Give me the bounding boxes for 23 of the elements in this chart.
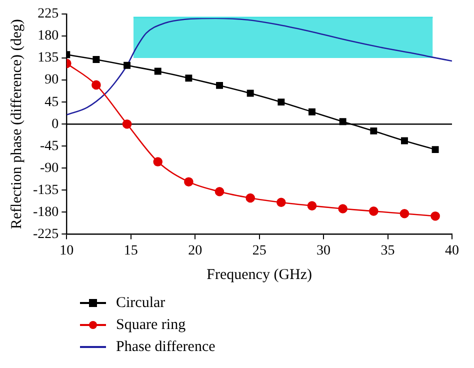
x-tick-label: 10 xyxy=(60,243,74,258)
y-tick-label: 45 xyxy=(44,94,59,110)
x-tick-label: 30 xyxy=(316,243,331,258)
legend-label: Phase difference xyxy=(116,338,216,356)
x-tick-label: 20 xyxy=(188,243,202,258)
x-tick-label: 40 xyxy=(445,243,459,258)
y-tick-label: 135 xyxy=(38,50,59,66)
x-axis-title: Frequency (GHz) xyxy=(206,266,312,283)
y-tick-label: 0 xyxy=(52,116,59,132)
y-tick-label: -225 xyxy=(32,226,59,242)
x-tick-label: 15 xyxy=(124,243,138,258)
y-tick-label: 180 xyxy=(38,28,59,44)
legend-label: Circular xyxy=(116,294,166,312)
x-tick-label: 35 xyxy=(380,243,395,258)
y-tick-label: 90 xyxy=(44,72,59,88)
y-tick-label: -45 xyxy=(40,138,59,154)
y-tick-label: -135 xyxy=(32,182,59,198)
y-tick-label: -180 xyxy=(32,204,59,220)
legend-label: Square ring xyxy=(116,316,186,334)
y-axis-title: Reflection phase (difference) (deg) xyxy=(8,19,25,230)
y-tick-label: -90 xyxy=(40,160,59,176)
x-tick-label: 25 xyxy=(252,243,266,258)
y-tick-label: 225 xyxy=(38,6,59,22)
